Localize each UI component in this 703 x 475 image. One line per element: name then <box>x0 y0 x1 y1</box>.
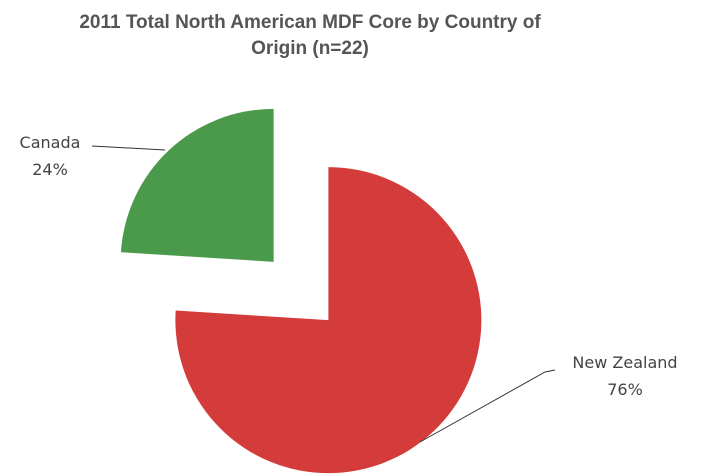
leader-line <box>91 145 166 151</box>
chart-title: 2011 Total North American MDF Core by Co… <box>79 12 541 59</box>
slice-value-label: 24% <box>32 160 68 179</box>
pie-slice <box>175 167 482 474</box>
slice-value-label: 76% <box>607 380 643 399</box>
slice-label: Canada <box>20 133 81 152</box>
slice-label: New Zealand <box>572 353 677 372</box>
pie-slice <box>120 108 274 262</box>
leader-line <box>419 369 556 443</box>
